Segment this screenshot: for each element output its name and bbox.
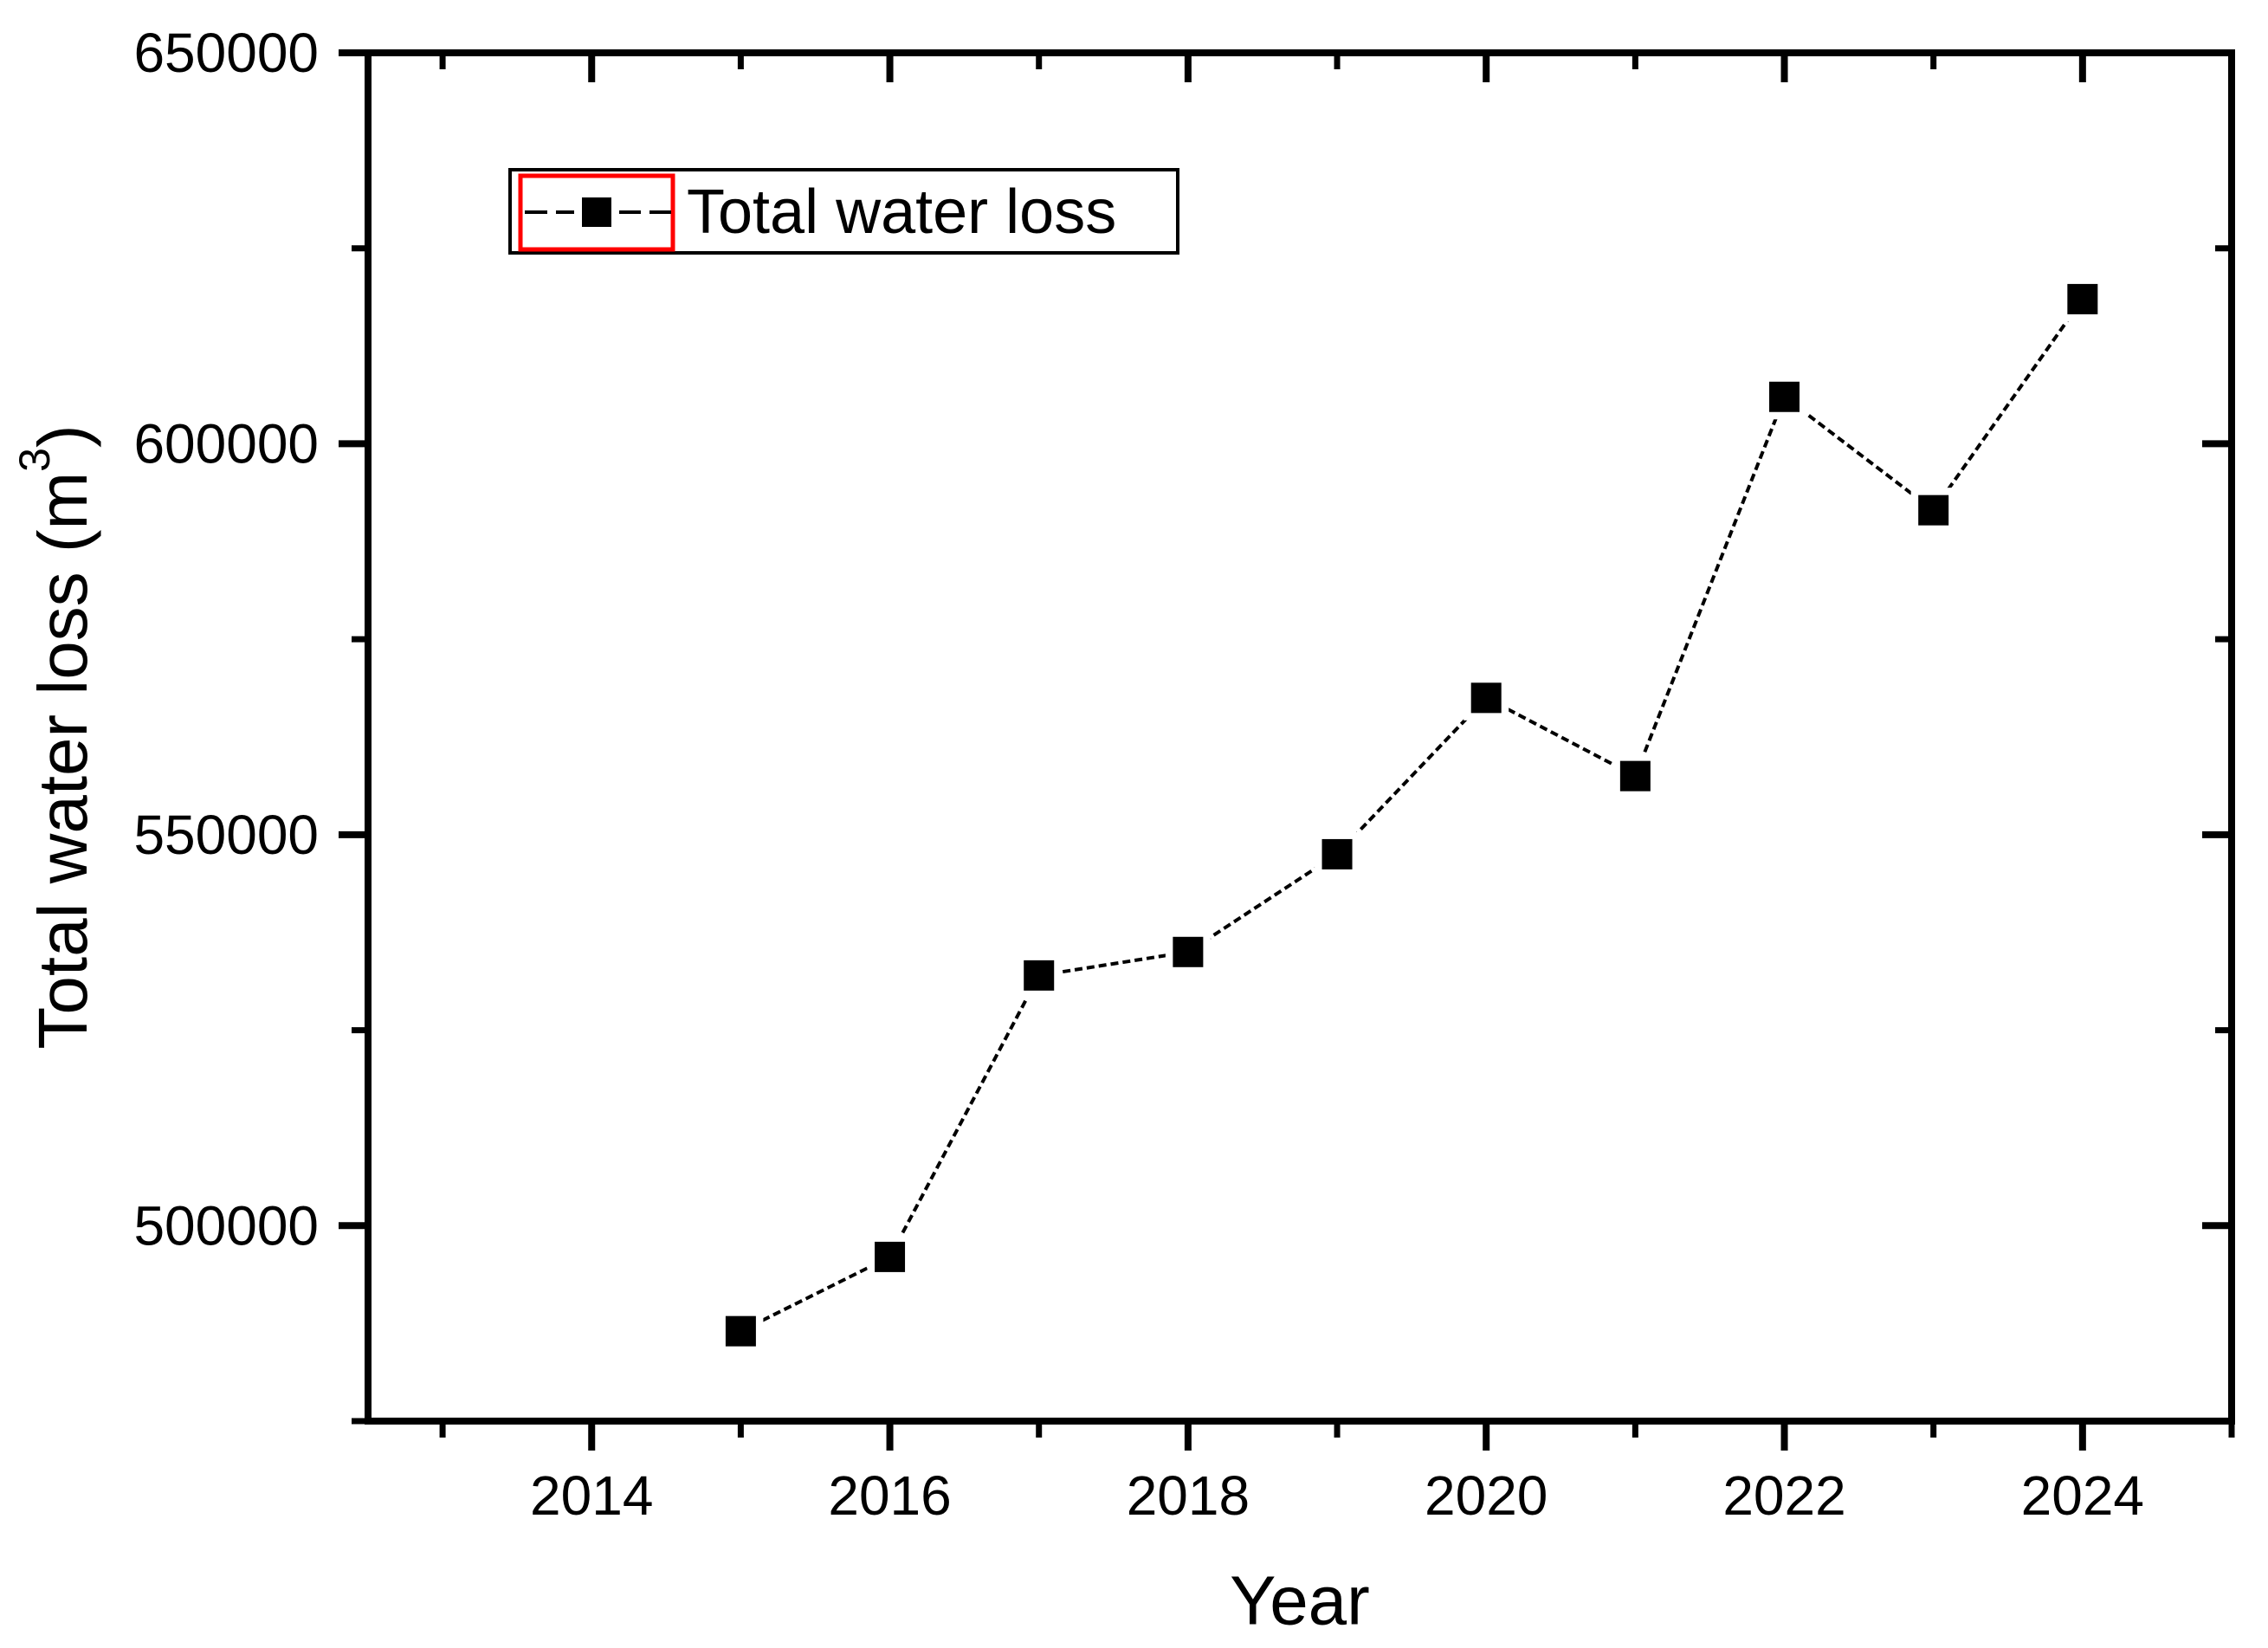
data-point-marker [1769, 381, 1800, 412]
data-point-marker [1619, 760, 1651, 792]
data-point-marker [1321, 838, 1353, 869]
x-axis-tick-label: 2024 [2021, 1464, 2144, 1527]
legend: Total water loss [508, 168, 1179, 255]
data-point-marker [2067, 283, 2098, 314]
data-point-marker [1024, 960, 1055, 991]
data-point-marker [1918, 494, 1949, 526]
y-axis-tick-label: 550000 [133, 804, 319, 866]
y-axis-tick-label: 600000 [133, 412, 319, 475]
data-series [718, 276, 2105, 1354]
axis-tick-labels: 500000 550000 600000 650000 2014 2016 2018 2020… [133, 22, 2144, 1527]
data-point-marker [875, 1241, 906, 1272]
x-axis-tick-label: 2014 [530, 1464, 653, 1527]
data-point-marker [1173, 936, 1204, 967]
series-line [740, 298, 2084, 1333]
x-axis-tick-label: 2018 [1127, 1464, 1250, 1527]
x-axis-title: Year [1230, 1562, 1370, 1639]
axis-ticks [339, 49, 2235, 1451]
legend-highlight-box [518, 173, 675, 252]
legend-label: Total water loss [687, 178, 1116, 247]
y-axis-title: Total water loss (m3) [10, 424, 101, 1049]
plot-frame [365, 49, 2235, 1425]
legend-marker-icon [582, 197, 611, 227]
data-point-marker [1470, 682, 1502, 714]
y-axis-tick-label: 650000 [133, 22, 319, 84]
y-axis-tick-label: 500000 [133, 1194, 319, 1257]
x-axis-tick-label: 2016 [828, 1464, 951, 1527]
data-point-marker [725, 1315, 756, 1347]
x-axis-tick-label: 2022 [1722, 1464, 1845, 1527]
x-axis-tick-label: 2020 [1425, 1464, 1548, 1527]
